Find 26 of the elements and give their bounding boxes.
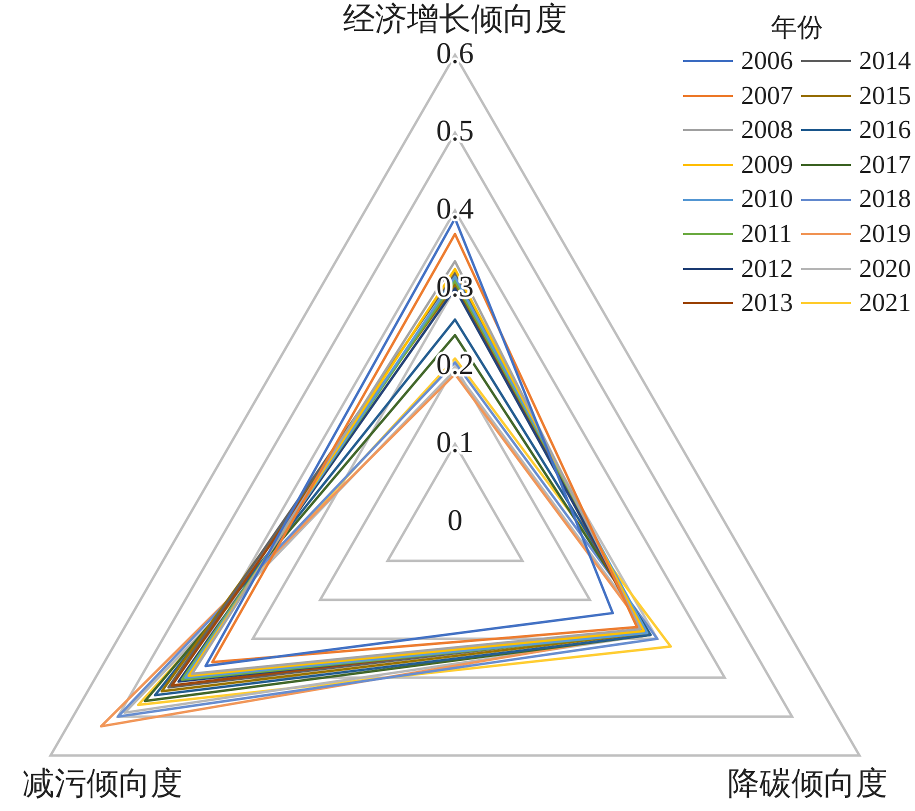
y-tick-label: 0.1 bbox=[436, 426, 474, 460]
legend-label: 2016 bbox=[859, 115, 911, 145]
legend-label: 2012 bbox=[741, 254, 793, 284]
legend-label: 2013 bbox=[741, 288, 793, 318]
legend-label: 2014 bbox=[859, 46, 911, 76]
y-tick-label: 0.5 bbox=[436, 114, 474, 148]
legend-label: 2017 bbox=[859, 150, 911, 180]
spoke-label: 减污倾向度 bbox=[22, 764, 183, 801]
legend-label: 2009 bbox=[741, 150, 793, 180]
legend-label: 2019 bbox=[859, 218, 911, 249]
spoke-label: 降碳倾向度 bbox=[727, 764, 888, 801]
legend-label: 2021 bbox=[859, 288, 911, 318]
y-tick-label: 0 bbox=[448, 504, 462, 537]
legend-label: 2007 bbox=[741, 80, 793, 110]
legend-label: 2008 bbox=[741, 115, 793, 145]
y-tick-label: 0.3 bbox=[436, 270, 474, 304]
legend-label: 2010 bbox=[741, 184, 793, 214]
legend-label: 2006 bbox=[741, 46, 793, 76]
legend-label: 2018 bbox=[859, 184, 911, 214]
legend-label: 2011 bbox=[741, 218, 792, 249]
legend-title: 年份 bbox=[770, 12, 824, 44]
y-tick-label: 0.4 bbox=[436, 192, 474, 226]
legend-label: 2015 bbox=[859, 80, 911, 110]
spoke-label: 经济增长倾向度 bbox=[343, 0, 567, 36]
legend-label: 2020 bbox=[859, 254, 911, 284]
y-tick-label: 0.6 bbox=[436, 36, 474, 70]
